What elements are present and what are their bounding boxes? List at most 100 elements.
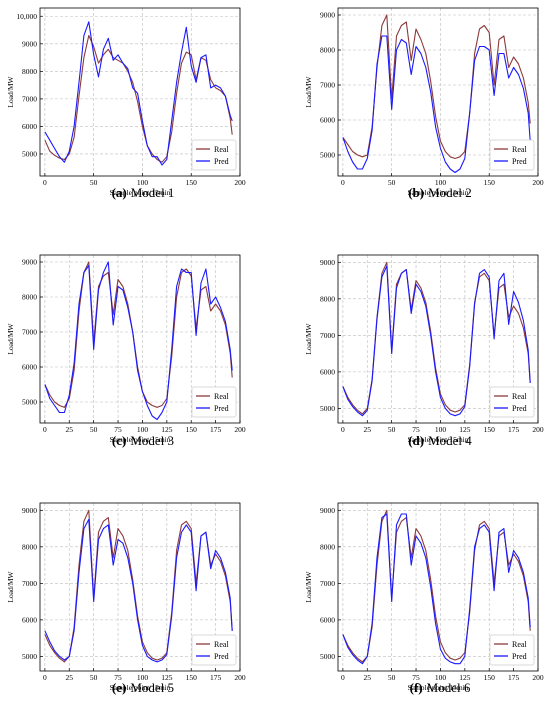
x-tick-label: 50 [90, 425, 98, 434]
y-tick-label: 7000 [22, 94, 37, 103]
x-tick-label: 50 [388, 673, 396, 682]
x-tick-label: 25 [66, 673, 74, 682]
legend-label-pred: Pred [512, 404, 527, 413]
legend-label-real: Real [214, 392, 229, 401]
series-line-real [44, 34, 233, 163]
y-tick-label: 9000 [320, 506, 335, 515]
x-axis-label: Sample point/15min [407, 683, 468, 692]
y-axis-label: Load/MW [6, 322, 15, 354]
chart-panel-1: 0 50 100 150 200 5000 6000 7000 8000 9000 10,000 Sa… [6, 7, 246, 200]
x-tick-label: 100 [435, 425, 447, 434]
y-tick-label: 5000 [22, 149, 37, 158]
x-axis-label: Sample point/15min [407, 188, 468, 197]
y-tick-label: 10,000 [16, 12, 37, 21]
legend: Real Pred [191, 634, 237, 666]
legend: Real Pred [489, 386, 535, 418]
y-tick-label: 5000 [320, 652, 335, 661]
y-tick-label: 8000 [22, 293, 37, 302]
series-line-real [44, 261, 233, 408]
x-axis-label: Sample point/15min [407, 435, 468, 444]
plot-frame [337, 254, 539, 424]
legend-label-real: Real [214, 640, 229, 649]
y-tick-label: 6000 [22, 615, 37, 624]
y-tick-label: 8000 [320, 46, 335, 55]
x-tick-label: 0 [341, 673, 345, 682]
plot-frame [337, 502, 539, 672]
x-tick-label: 125 [161, 425, 173, 434]
x-tick-label: 200 [234, 425, 246, 434]
x-tick-label: 100 [137, 178, 149, 187]
x-tick-label: 25 [66, 425, 74, 434]
y-tick-label: 7000 [320, 331, 335, 340]
x-axis-label: Sample point/15min [109, 683, 170, 692]
panel-caption-label: (f) [410, 680, 423, 695]
y-tick-label: 9000 [320, 258, 335, 267]
series-line-pred [44, 21, 233, 166]
x-tick-label: 100 [435, 178, 447, 187]
plot-frame [39, 254, 241, 424]
y-tick-label: 6000 [22, 363, 37, 372]
x-tick-label: 100 [137, 425, 149, 434]
x-tick-label: 175 [508, 425, 520, 434]
y-axis-label: Load/MW [6, 75, 15, 107]
y-tick-label: 7000 [22, 328, 37, 337]
legend-box [191, 386, 237, 418]
series-line-pred [342, 35, 531, 174]
panel-caption-text: Model 4 [428, 433, 472, 448]
y-tick-label: 9000 [22, 39, 37, 48]
legend: Real Pred [489, 139, 535, 171]
x-tick-label: 50 [90, 178, 98, 187]
y-tick-label: 7000 [22, 579, 37, 588]
panel-caption-text: Model 6 [427, 680, 471, 695]
panel-caption: (b) Model 2 [408, 185, 472, 200]
x-tick-label: 75 [114, 673, 122, 682]
panel-caption-label: (d) [408, 433, 424, 448]
legend-box [489, 139, 535, 171]
legend-label-pred: Pred [214, 652, 229, 661]
legend-label-real: Real [512, 145, 527, 154]
y-tick-label: 5000 [320, 404, 335, 413]
legend: Real Pred [191, 139, 237, 171]
panel-caption-text: Model 2 [428, 185, 472, 200]
x-tick-label: 0 [43, 178, 47, 187]
x-tick-label: 0 [341, 425, 345, 434]
y-tick-label: 9000 [22, 506, 37, 515]
y-tick-label: 5000 [22, 398, 37, 407]
x-tick-label: 150 [484, 178, 496, 187]
y-tick-label: 6000 [320, 615, 335, 624]
y-tick-label: 6000 [320, 116, 335, 125]
y-axis-label: Load/MW [304, 570, 313, 602]
x-tick-label: 100 [137, 673, 149, 682]
legend-box [191, 139, 237, 171]
x-tick-label: 0 [43, 425, 47, 434]
x-tick-label: 25 [364, 425, 372, 434]
x-tick-label: 50 [388, 178, 396, 187]
x-tick-label: 0 [341, 178, 345, 187]
y-tick-label: 6000 [320, 367, 335, 376]
y-tick-label: 8000 [320, 542, 335, 551]
x-tick-label: 0 [43, 673, 47, 682]
panel-caption: (a) Model 1 [112, 185, 175, 200]
x-tick-label: 200 [234, 178, 246, 187]
chart-panel-6: 0 25 50 75 100 125 150 175 200 5000 6000 7000 8000 90… [304, 502, 544, 695]
panel-caption-label: (b) [408, 185, 424, 200]
y-tick-label: 7000 [320, 81, 335, 90]
y-axis-label: Load/MW [6, 570, 15, 602]
legend-label-real: Real [214, 145, 229, 154]
x-tick-label: 50 [388, 425, 396, 434]
panel-caption-text: Model 1 [131, 185, 175, 200]
legend-label-pred: Pred [512, 652, 527, 661]
x-tick-label: 150 [186, 425, 198, 434]
x-tick-label: 75 [114, 425, 122, 434]
x-tick-label: 150 [186, 178, 198, 187]
series-line-pred [342, 265, 531, 417]
panel-caption-label: (e) [112, 680, 126, 695]
x-tick-label: 100 [435, 673, 447, 682]
legend-label-pred: Pred [512, 157, 527, 166]
x-tick-label: 150 [186, 673, 198, 682]
series-line-pred [342, 513, 531, 665]
x-axis-label: Sample point/15min [109, 188, 170, 197]
plot-frame [39, 7, 241, 177]
x-tick-label: 200 [234, 673, 246, 682]
